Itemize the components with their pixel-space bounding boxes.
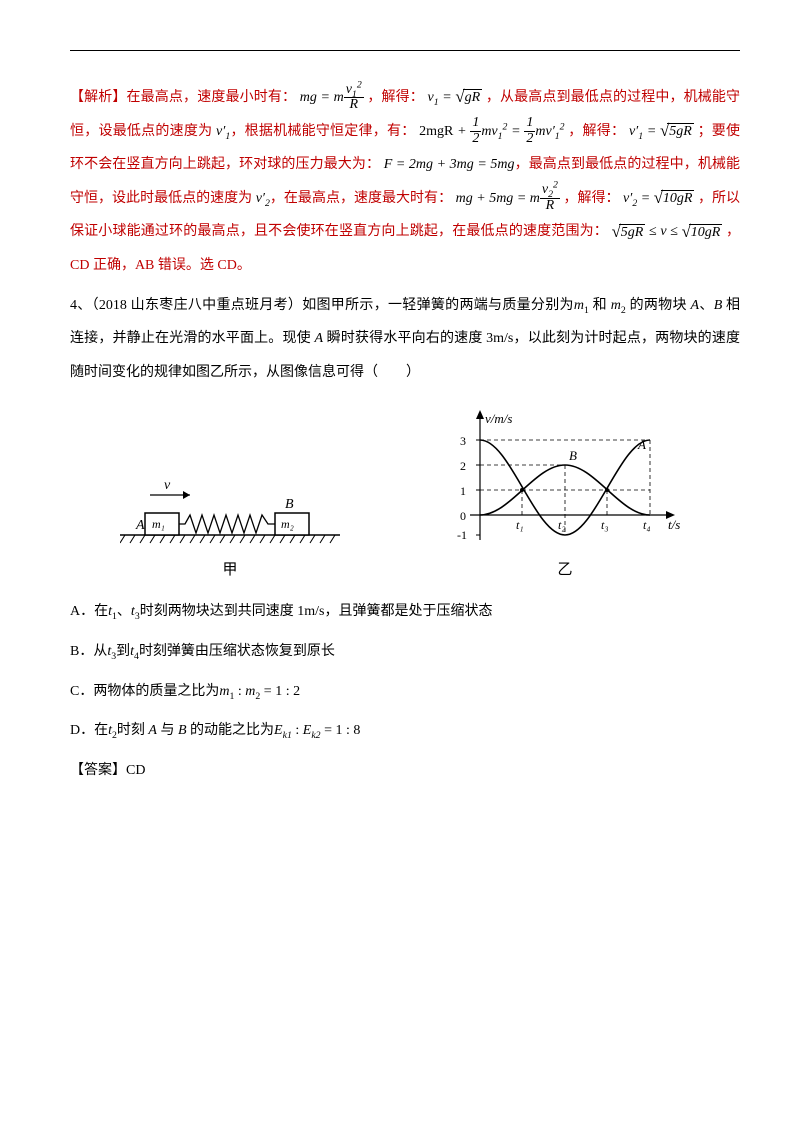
solution-seg5: ，解得： xyxy=(568,124,625,139)
svg-text:A: A xyxy=(637,437,646,452)
figure-left-label: 甲 xyxy=(222,561,237,579)
formula-5: v′1 = √5gR xyxy=(629,124,698,139)
svg-text:1: 1 xyxy=(460,484,466,498)
svg-text:3: 3 xyxy=(460,434,466,448)
question-number: 4、 xyxy=(70,298,92,313)
svg-text:B: B xyxy=(285,497,294,512)
formula-7: v′2 xyxy=(256,191,270,206)
question-source: （2018 山东枣庄八中重点班月考） xyxy=(92,298,303,313)
solution-seg4: ，根据机械能守恒定律，有： xyxy=(230,124,415,139)
figure-right: 3 2 1 0 -1 t₁ t₂ t₃ t₄ xyxy=(440,405,690,579)
svg-text:2: 2 xyxy=(460,459,466,473)
answer-line: 【答案】CD xyxy=(70,754,740,788)
solution-seg9: ，解得： xyxy=(563,191,619,206)
document-page: 【解析】在最高点，速度最小时有： mg = mv12R ，解得： v1 = √g… xyxy=(0,0,800,1132)
top-rule xyxy=(70,50,740,51)
svg-text:0: 0 xyxy=(460,509,466,523)
formula-2: v1 = √gR xyxy=(428,90,486,105)
svg-text:B: B xyxy=(569,448,577,463)
svg-text:-1: -1 xyxy=(457,528,467,542)
figure-right-label: 乙 xyxy=(557,561,572,579)
answer-label: 【答案】 xyxy=(70,763,126,778)
solution-seg2: ，解得： xyxy=(367,90,424,105)
option-c: C．两物体的质量之比为m1 : m2 = 1 : 2 xyxy=(70,675,740,709)
svg-text:t/s: t/s xyxy=(668,517,680,532)
velocity-graph-icon: 3 2 1 0 -1 t₁ t₂ t₃ t₄ xyxy=(440,405,690,555)
formula-4: 2mgR + 12mv12 = 12mv′12 xyxy=(419,124,568,139)
solution-paragraph: 【解析】在最高点，速度最小时有： mg = mv12R ，解得： v1 = √g… xyxy=(70,81,740,283)
option-b: B．从t3到t4时刻弹簧由压缩状态恢复到原长 xyxy=(70,635,740,669)
figure-row: A m₁ B m₂ v 甲 xyxy=(70,405,740,579)
solution-seg8: ，在最高点，速度最大时有： xyxy=(270,191,452,206)
svg-text:t₄: t₄ xyxy=(643,518,651,532)
spring-diagram-icon: A m₁ B m₂ v xyxy=(120,465,340,555)
question-stem: 4、（2018 山东枣庄八中重点班月考）如图甲所示，一轻弹簧的两端与质量分别为m… xyxy=(70,289,740,390)
formula-range: √5gR ≤ v ≤ √10gR xyxy=(612,224,726,239)
formula-8: mg + 5mg = mv22R xyxy=(456,191,564,206)
option-d: D．在t2时刻 A 与 B 的动能之比为Ek1 : Ek2 = 1 : 8 xyxy=(70,714,740,748)
formula-1: mg = mv12R xyxy=(300,90,368,105)
answer-value: CD xyxy=(126,763,145,778)
svg-text:t₃: t₃ xyxy=(601,518,609,532)
formula-3: v′1 xyxy=(216,124,230,139)
formula-9: v′2 = √10gR xyxy=(623,191,698,206)
formula-6: F = 2mg + 3mg = 5mg xyxy=(384,157,515,172)
svg-text:t₁: t₁ xyxy=(516,518,524,532)
svg-text:A: A xyxy=(135,518,145,533)
svg-text:t₂: t₂ xyxy=(558,518,566,532)
svg-text:m₂: m₂ xyxy=(281,517,294,531)
svg-text:v/m/s: v/m/s xyxy=(485,411,512,426)
svg-text:m₁: m₁ xyxy=(152,517,165,531)
solution-seg1: 在最高点，速度最小时有： xyxy=(127,90,297,105)
svg-text:v: v xyxy=(164,478,171,493)
option-a: A．在t1、t3时刻两物块达到共同速度 1m/s，且弹簧都是处于压缩状态 xyxy=(70,595,740,629)
solution-label: 【解析】 xyxy=(70,90,127,105)
figure-left: A m₁ B m₂ v 甲 xyxy=(120,465,340,579)
